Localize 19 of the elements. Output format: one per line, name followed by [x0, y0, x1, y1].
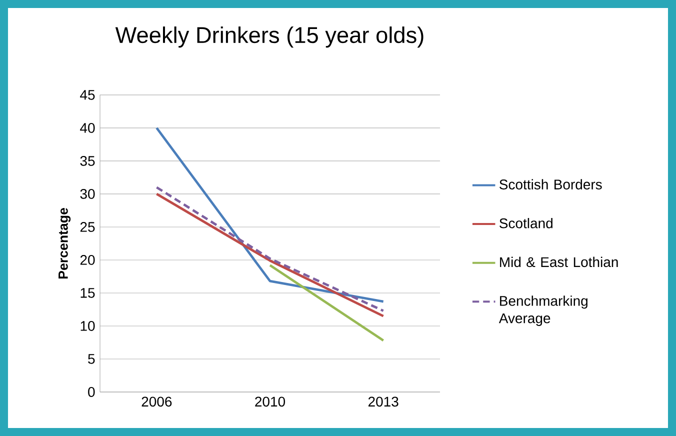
- y-tick-label: 40: [80, 122, 95, 133]
- y-tick-label: 15: [80, 288, 95, 298]
- x-tick-label: 2006: [142, 396, 172, 407]
- y-tick-label: 10: [80, 321, 95, 331]
- x-tick-label: 2013: [368, 396, 398, 407]
- y-tick-label: 20: [80, 255, 95, 265]
- y-axis-title: Percentage: [58, 208, 71, 279]
- y-tick-label: 45: [80, 90, 95, 100]
- y-tick-label: 25: [80, 222, 95, 232]
- legend-label: Benchmarking Average: [498, 296, 588, 326]
- x-tick-label: 2010: [255, 396, 286, 407]
- chart-title: Weekly Drinkers (15 year olds): [115, 26, 424, 48]
- y-tick-label: 30: [80, 189, 95, 199]
- y-tick-label: 0: [88, 387, 95, 397]
- legend-label: Scotland: [500, 218, 552, 228]
- y-tick-label: 5: [88, 354, 95, 364]
- y-tick-label: 35: [80, 156, 95, 166]
- legend-label: Scottish Borders: [500, 179, 602, 190]
- legend-label: Mid & East Lothian: [500, 256, 618, 268]
